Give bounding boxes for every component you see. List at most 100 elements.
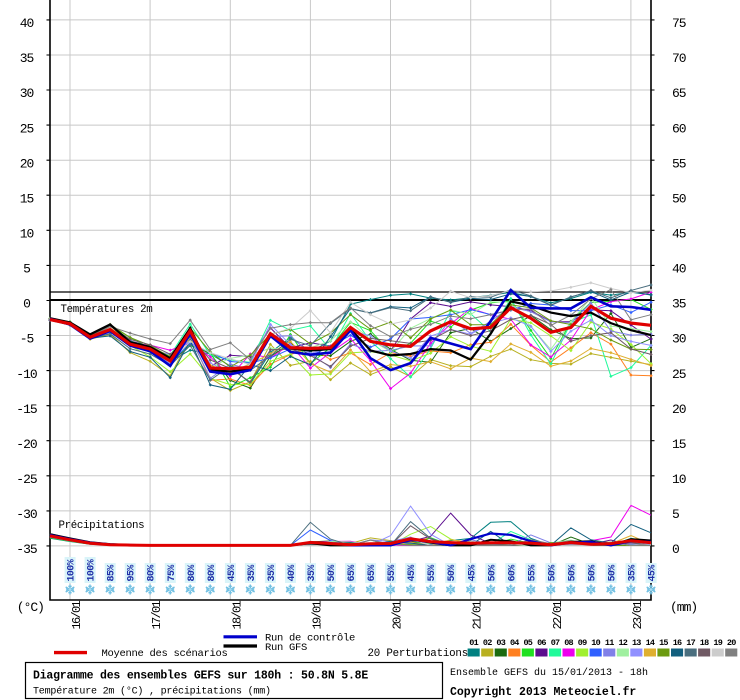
svg-text:65%: 65% [367,565,378,582]
svg-text:Températures 2m: Températures 2m [61,304,153,316]
svg-text:50%: 50% [487,565,498,582]
svg-text:50%: 50% [567,565,578,582]
svg-text:-10: -10 [16,367,37,382]
svg-text:95%: 95% [127,565,138,582]
svg-text:55%: 55% [387,565,398,582]
svg-text:80%: 80% [187,565,198,582]
svg-text:(°C): (°C) [17,600,44,615]
svg-text:55%: 55% [527,565,538,582]
svg-text:07: 07 [551,638,560,648]
svg-text:50%: 50% [547,565,558,582]
svg-text:15: 15 [672,437,686,452]
svg-text:65%: 65% [347,565,358,582]
svg-text:100%: 100% [87,559,98,581]
svg-text:-25: -25 [16,472,37,487]
svg-text:Température 2m (°C) , précipit: Température 2m (°C) , précipitations (mm… [33,686,271,698]
svg-text:-15: -15 [16,402,37,417]
svg-text:35%: 35% [267,565,278,582]
svg-text:-5: -5 [20,332,34,347]
svg-text:25: 25 [672,367,686,382]
svg-text:15: 15 [659,638,668,648]
svg-text:20/01: 20/01 [391,600,405,629]
svg-text:30: 30 [672,332,686,347]
svg-text:30: 30 [20,86,34,101]
svg-text:10: 10 [672,472,686,487]
svg-text:20: 20 [672,402,686,417]
svg-text:16: 16 [673,638,682,648]
svg-text:55%: 55% [427,565,438,582]
svg-text:45%: 45% [407,565,418,582]
svg-text:50: 50 [672,191,686,206]
svg-text:5: 5 [23,262,30,277]
svg-text:01: 01 [469,638,478,648]
svg-text:55: 55 [672,156,686,171]
svg-text:0: 0 [672,542,679,557]
svg-text:17: 17 [686,638,695,648]
svg-text:02: 02 [483,638,492,648]
svg-text:(mm): (mm) [670,600,697,615]
svg-text:45%: 45% [227,565,238,582]
svg-text:50%: 50% [447,565,458,582]
svg-text:0: 0 [23,297,30,312]
svg-text:13: 13 [632,638,641,648]
svg-text:45%: 45% [648,565,659,582]
svg-text:12: 12 [618,638,627,648]
svg-text:45: 45 [672,227,686,242]
svg-text:80%: 80% [207,565,218,582]
svg-text:20: 20 [20,156,34,171]
svg-text:60: 60 [672,121,686,136]
svg-text:16/01: 16/01 [70,600,84,629]
svg-text:09: 09 [578,638,587,648]
svg-text:65: 65 [672,86,686,101]
svg-text:03: 03 [496,638,505,648]
svg-text:Copyright 2013 Meteociel.fr: Copyright 2013 Meteociel.fr [450,686,636,699]
svg-text:75: 75 [672,16,686,31]
svg-text:19/01: 19/01 [310,600,324,629]
svg-text:5: 5 [672,507,679,522]
svg-text:50%: 50% [588,565,599,582]
svg-text:05: 05 [523,638,532,648]
svg-text:Précipitations: Précipitations [59,520,145,532]
svg-text:35%: 35% [247,565,258,582]
svg-text:08: 08 [564,638,573,648]
svg-text:20 Perturbations: 20 Perturbations [368,648,468,660]
svg-text:40%: 40% [287,565,298,582]
svg-text:18: 18 [700,638,709,648]
svg-text:35: 35 [672,297,686,312]
svg-text:80%: 80% [147,565,158,582]
svg-text:35%: 35% [628,565,639,582]
svg-text:22/01: 22/01 [551,600,565,629]
svg-text:40: 40 [20,16,34,31]
svg-text:35%: 35% [307,565,318,582]
svg-text:Moyenne des scénarios: Moyenne des scénarios [102,648,228,660]
svg-text:14: 14 [646,638,655,648]
svg-text:45%: 45% [467,565,478,582]
svg-text:15: 15 [20,191,34,206]
svg-text:06: 06 [537,638,546,648]
svg-text:04: 04 [510,638,519,648]
svg-text:50%: 50% [327,565,338,582]
svg-text:17/01: 17/01 [150,600,164,629]
svg-text:100%: 100% [67,559,78,581]
svg-text:-30: -30 [16,507,37,522]
svg-text:10: 10 [20,227,34,242]
svg-text:25: 25 [20,121,34,136]
svg-text:35: 35 [20,51,34,66]
svg-text:Ensemble GEFS du 15/01/2013 -: Ensemble GEFS du 15/01/2013 - 18h [450,667,648,679]
svg-text:60%: 60% [507,565,518,582]
svg-text:-35: -35 [16,542,37,557]
svg-text:18/01: 18/01 [230,600,244,629]
svg-text:85%: 85% [107,565,118,582]
svg-text:19: 19 [713,638,722,648]
svg-text:-20: -20 [16,437,37,452]
svg-text:Diagramme des ensembles GEFS s: Diagramme des ensembles GEFS sur 180h : … [33,670,368,683]
svg-text:23/01: 23/01 [631,600,645,629]
svg-text:21/01: 21/01 [471,600,485,629]
svg-text:70: 70 [672,51,686,66]
svg-text:50%: 50% [608,565,619,582]
svg-text:11: 11 [605,638,614,648]
svg-text:20: 20 [727,638,736,648]
svg-text:Run GFS: Run GFS [265,642,307,654]
svg-text:10: 10 [591,638,600,648]
svg-text:75%: 75% [167,565,178,582]
